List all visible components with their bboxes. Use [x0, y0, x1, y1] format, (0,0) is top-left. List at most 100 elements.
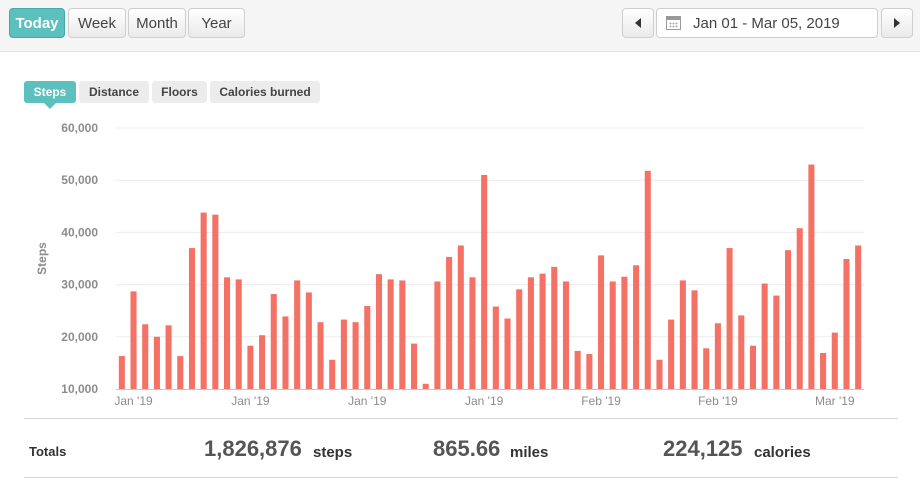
total-steps-unit: steps [313, 444, 353, 461]
bar [644, 170, 651, 389]
chevron-left-icon [635, 18, 641, 28]
tab-steps[interactable]: Steps [24, 81, 76, 109]
y-tick-label: 60,000 [61, 121, 98, 135]
bar [457, 245, 464, 389]
bar [352, 322, 359, 389]
bar [177, 356, 184, 389]
bar [259, 335, 266, 389]
x-tick-label: Jan '19 [348, 394, 387, 408]
bar [446, 256, 453, 389]
bar [621, 276, 628, 389]
bar [855, 245, 862, 389]
x-tick-label: Mar '19 [815, 394, 855, 408]
bar [539, 273, 546, 389]
bar [188, 248, 196, 389]
x-tick-label: Jan '19 [231, 394, 270, 408]
y-tick-label: 30,000 [61, 278, 98, 292]
y-tick-label: 10,000 [61, 382, 98, 396]
bar [609, 281, 616, 389]
bar [516, 289, 523, 389]
x-tick-label: Jan '19 [465, 394, 504, 408]
date-range-picker[interactable]: Jan 01 - Mar 05, 2019 [656, 8, 878, 38]
bar [200, 212, 207, 389]
bar [738, 315, 745, 389]
bar [656, 359, 663, 389]
bar [574, 350, 581, 389]
bar [294, 280, 301, 389]
bar [527, 277, 534, 389]
bar [212, 214, 219, 389]
bar [773, 295, 780, 389]
bar [796, 228, 803, 389]
bar [831, 332, 838, 389]
bar [282, 316, 289, 389]
total-calories-value: 224,125 [663, 436, 743, 461]
tab-calories-burned[interactable]: Calories burned [210, 81, 320, 103]
bar [749, 345, 757, 389]
steps-bar-chart: 10,000 20,000 30,000 40,000 50,000 60,000 Step… [35, 121, 864, 408]
bar [235, 279, 242, 389]
bar [130, 291, 137, 389]
bar [410, 343, 418, 389]
x-tick-label: Feb '19 [581, 394, 621, 408]
bar [551, 266, 558, 389]
bar [808, 164, 815, 389]
bar [375, 274, 383, 389]
x-tick-label: Feb '19 [698, 394, 738, 408]
x-tick-label: Jan '19 [114, 394, 153, 408]
bar [399, 280, 406, 389]
bar [481, 174, 488, 389]
bar [434, 281, 441, 389]
bar [492, 306, 499, 389]
bar [843, 259, 850, 389]
previous-period-button[interactable] [622, 8, 654, 38]
bar [714, 323, 721, 389]
bar [633, 265, 640, 389]
bar [270, 293, 277, 389]
bar [329, 359, 336, 389]
bar [317, 322, 324, 389]
bar [387, 279, 394, 389]
bar [364, 306, 371, 389]
bar [422, 383, 429, 389]
bar [597, 255, 605, 389]
tab-floors[interactable]: Floors [152, 81, 207, 103]
bar [726, 248, 733, 389]
bar [469, 277, 476, 389]
y-axis-label: Steps [35, 242, 49, 275]
bar [691, 290, 698, 389]
divider [24, 418, 898, 419]
bar [820, 352, 827, 389]
bar [340, 319, 347, 389]
bar [784, 250, 792, 389]
bar [668, 319, 675, 389]
bar [142, 324, 149, 389]
bar [586, 354, 593, 389]
bar [165, 325, 172, 389]
total-miles-value: 865.66 [433, 436, 501, 461]
bar [703, 348, 710, 389]
calendar-icon [666, 16, 681, 30]
bar [679, 280, 686, 389]
week-button[interactable]: Week [68, 8, 126, 38]
y-tick-label: 50,000 [61, 173, 98, 187]
year-button[interactable]: Year [188, 8, 245, 38]
bar [118, 356, 125, 389]
y-tick-label: 20,000 [61, 330, 98, 344]
chevron-right-icon [894, 18, 900, 28]
tab-distance[interactable]: Distance [79, 81, 149, 103]
total-miles-unit: miles [510, 444, 549, 461]
bar [761, 283, 768, 389]
month-button[interactable]: Month [128, 8, 186, 38]
bar [247, 345, 254, 389]
totals-label: Totals [29, 444, 67, 459]
bar [153, 336, 160, 389]
today-button[interactable]: Today [9, 8, 65, 38]
bar [305, 292, 312, 389]
total-steps-value: 1,826,876 [204, 436, 302, 461]
y-tick-label: 40,000 [61, 225, 98, 239]
bar [223, 277, 231, 389]
next-period-button[interactable] [881, 8, 913, 38]
bar [562, 281, 570, 389]
date-range-text: Jan 01 - Mar 05, 2019 [693, 14, 840, 32]
